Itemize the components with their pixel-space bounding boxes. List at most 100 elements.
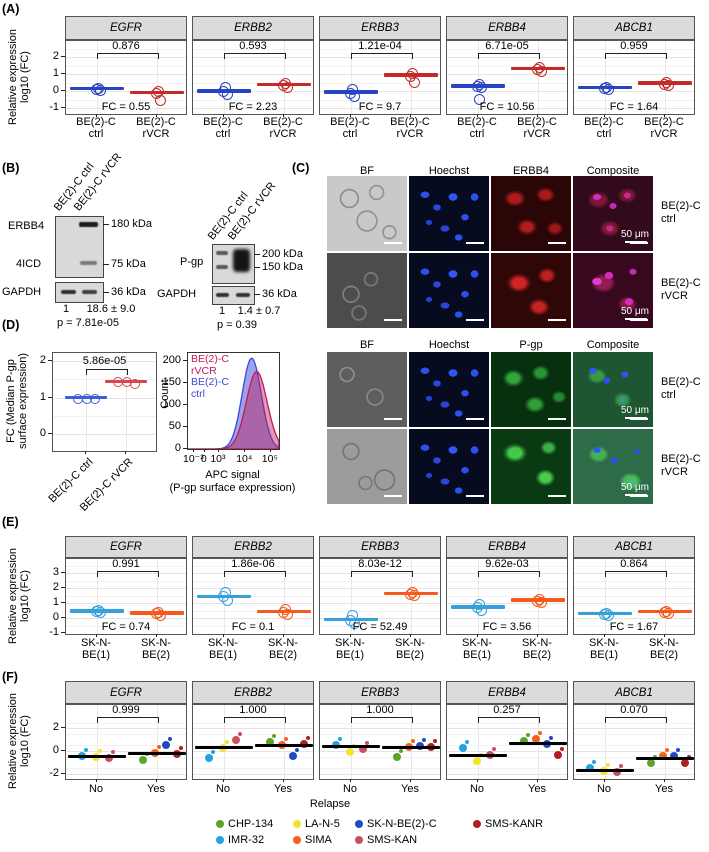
data-point-replicate xyxy=(399,749,403,754)
panel-e-x-tick-mark xyxy=(283,634,284,637)
x-category-line: ctrl xyxy=(469,128,485,140)
panel-f-x-tick-mark xyxy=(283,779,284,782)
marker-tick xyxy=(103,292,109,294)
data-point xyxy=(332,740,340,749)
gapdh-row-label: GAPDH xyxy=(157,288,197,300)
panel-f-facet-plot: 0.999 xyxy=(65,704,187,780)
panel-f-x-category-label: Yes xyxy=(655,783,673,795)
micrograph-hoechst xyxy=(409,253,489,328)
p-value-label: 1.86e-06 xyxy=(231,558,275,570)
gridline-h xyxy=(193,573,313,574)
histogram-x-tick-mark xyxy=(269,449,271,452)
panel-a-y-tick-mark xyxy=(61,90,65,91)
micrograph-red xyxy=(491,176,571,251)
panel-f-x-category-label: No xyxy=(88,783,104,795)
gridline-h xyxy=(574,773,694,775)
gapdh-row-label: GAPDH xyxy=(2,286,42,298)
gridline-h xyxy=(320,588,440,589)
panel-f-y-tick-label: -2 xyxy=(49,766,59,779)
x-category-line: BE(1) xyxy=(589,649,619,661)
data-point xyxy=(408,590,420,602)
significance-bracket xyxy=(351,717,413,723)
gridline-v xyxy=(478,559,479,634)
legend-color-dot xyxy=(293,820,301,828)
gridline-h xyxy=(66,573,186,574)
legend-color-dot xyxy=(355,820,363,828)
scale-bar xyxy=(466,319,484,321)
significance-bracket xyxy=(97,53,159,59)
data-point xyxy=(300,739,308,748)
gridline-h xyxy=(193,756,313,758)
gridline-h xyxy=(447,82,567,84)
significance-bracket xyxy=(97,717,159,723)
gridline-h xyxy=(574,74,694,75)
gridline-h xyxy=(574,767,694,769)
facet-gene-title: ABCB1 xyxy=(615,541,653,553)
data-point-replicate xyxy=(179,746,183,751)
facet-gene-title: ABCB1 xyxy=(615,22,653,34)
histogram-x-tick-label: 10⁴ xyxy=(236,453,253,465)
median-bar xyxy=(576,768,634,772)
panel-d-y-tick-label: 0 xyxy=(39,427,46,439)
gridline-h xyxy=(66,580,186,582)
gridline-h xyxy=(66,48,186,50)
panel-d-y-tick-mark xyxy=(48,396,52,398)
fold-change-label: FC = 0.55 xyxy=(101,101,151,113)
data-point-replicate xyxy=(592,759,596,764)
histogram-x-tick-mark xyxy=(244,449,246,452)
panel-f-x-category-label: Yes xyxy=(401,783,419,795)
panel-a-x-tick-mark xyxy=(477,114,478,117)
x-category-line: ctrl xyxy=(215,128,231,140)
scale-bar xyxy=(384,495,402,497)
data-point xyxy=(162,741,170,750)
gridline-v xyxy=(224,41,225,114)
micrograph-hoechst xyxy=(409,176,489,251)
gridline-h xyxy=(574,580,694,582)
gridline-h xyxy=(193,595,313,597)
data-point-replicate xyxy=(411,739,415,744)
gridline-v xyxy=(284,41,285,114)
data-point xyxy=(475,605,487,617)
data-point xyxy=(602,83,614,95)
gridline-h xyxy=(320,745,440,747)
y-axis-label-line: FC (Median P-gp xyxy=(5,359,17,443)
gridline-h xyxy=(66,74,186,75)
gridline-h xyxy=(320,580,440,582)
legend-item-label: SIMA xyxy=(305,834,332,846)
data-point xyxy=(647,758,655,767)
panel-f-y-tick-mark xyxy=(61,750,65,751)
gridline-h xyxy=(447,767,567,769)
histogram-curve xyxy=(188,371,279,449)
panel-f-x-tick-mark xyxy=(410,779,411,782)
gridline-h xyxy=(447,573,567,574)
gridline-h xyxy=(574,82,694,84)
panel-f-x-tick-mark xyxy=(604,779,605,782)
condition-row-line: ctrl xyxy=(661,212,676,225)
condition-row-line: BE(2)-C xyxy=(661,199,701,212)
gridline-h xyxy=(574,625,694,627)
molecular-weight-marker: 200 kDa xyxy=(262,248,303,260)
data-point-replicate xyxy=(284,736,288,741)
molecular-weight-marker: 36 kDa xyxy=(262,288,297,300)
scale-bar xyxy=(625,241,647,243)
data-point-replicate xyxy=(465,739,469,744)
x-category-line: BE(2)-C xyxy=(203,116,243,128)
gridline-v xyxy=(97,41,98,114)
median-bar xyxy=(322,745,380,749)
facet-gene-title: ERBB3 xyxy=(361,541,399,553)
gridline-h xyxy=(574,573,694,574)
channel-header: BF xyxy=(359,165,375,177)
legend-item-label: IMR-32 xyxy=(228,834,265,846)
gridline-h xyxy=(447,610,567,612)
panel-f-facet-plot: 0.070 xyxy=(573,704,695,780)
median-bar xyxy=(255,743,313,747)
legend-color-dot xyxy=(355,836,363,844)
fold-change-label: FC = 0.74 xyxy=(101,621,151,633)
data-point-replicate xyxy=(549,736,553,741)
x-category-line: BE(2)-C xyxy=(644,116,684,128)
panel-a-x-tick-mark xyxy=(156,114,157,117)
panel-d-plot: 5.86e-05 xyxy=(52,352,157,452)
panel-a-x-tick-mark xyxy=(350,114,351,117)
fold-change-label: FC = 3.56 xyxy=(482,621,532,633)
legend-color-dot xyxy=(473,820,481,828)
